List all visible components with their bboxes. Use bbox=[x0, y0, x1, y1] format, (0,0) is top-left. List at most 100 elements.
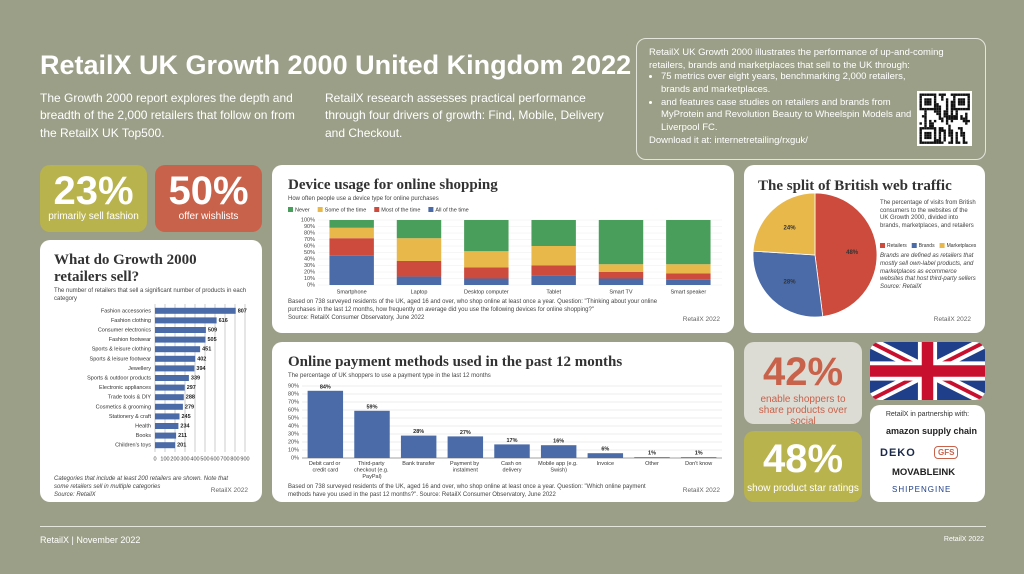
qr-cell bbox=[933, 95, 937, 99]
qr-cell bbox=[945, 110, 949, 113]
qr-cell bbox=[921, 127, 925, 130]
qr-cell bbox=[967, 105, 970, 108]
legend-label: Never bbox=[295, 207, 310, 213]
about-list: 75 metrics over eight years, benchmarkin… bbox=[637, 71, 921, 135]
y-tick-label: 0% bbox=[307, 282, 315, 288]
x-tick-label: Invoice bbox=[597, 461, 614, 467]
value-label: 616 bbox=[219, 318, 228, 324]
value-label: 339 bbox=[191, 375, 200, 381]
y-tick-label: 30% bbox=[304, 263, 315, 269]
qr-cell bbox=[924, 136, 927, 140]
legend-label: Most of the time bbox=[381, 207, 420, 213]
qr-cell bbox=[950, 134, 954, 137]
qr-cell bbox=[919, 129, 922, 132]
qr-cell bbox=[962, 107, 966, 111]
qr-cell bbox=[919, 93, 922, 96]
partner-logo: MOVABLEINK bbox=[892, 467, 956, 478]
stat-card: 23% primarily sell fashion bbox=[40, 165, 147, 232]
qr-cell bbox=[931, 122, 934, 125]
category-label: Jewellery bbox=[128, 366, 151, 372]
bar-segment bbox=[329, 238, 374, 256]
credit: RetailX 2022 bbox=[682, 487, 720, 494]
partners-title: RetailX in partnership with: bbox=[885, 411, 970, 418]
intro: RetailX research assesses practical perf… bbox=[325, 91, 604, 140]
legend-swatch bbox=[880, 243, 885, 248]
value-label: 394 bbox=[196, 366, 206, 372]
qr-cell bbox=[957, 141, 961, 144]
bar-segment bbox=[531, 220, 576, 246]
legend-swatch bbox=[288, 207, 293, 212]
qr-cell bbox=[950, 129, 954, 132]
qr-cell bbox=[936, 103, 939, 106]
chart-note: Based on 738 surveyed residents of the U… bbox=[288, 484, 646, 498]
x-tick-label: 400 bbox=[190, 456, 199, 462]
qr-cell bbox=[960, 103, 963, 106]
uk-flag bbox=[870, 342, 985, 400]
chart-note: Categories that include at least 200 ret… bbox=[54, 476, 244, 499]
qr-cell bbox=[929, 100, 932, 104]
qr-cell bbox=[919, 95, 922, 99]
x-tick-label: 500 bbox=[200, 456, 209, 462]
qr-cell bbox=[924, 98, 927, 101]
qr-cell bbox=[955, 115, 958, 118]
chart-card: Device usage for online shopping How oft… bbox=[272, 165, 734, 333]
qr-cell bbox=[933, 127, 937, 130]
qr-cell bbox=[960, 134, 963, 137]
qr-cell bbox=[929, 103, 932, 106]
qr-cell bbox=[948, 115, 951, 118]
x-tick-label: Cash on delivery bbox=[501, 461, 523, 474]
qr-cell bbox=[938, 110, 942, 113]
qr-cell bbox=[965, 112, 968, 116]
qr-cell bbox=[929, 119, 932, 123]
x-tick-label: Tablet bbox=[546, 289, 561, 295]
value-label: 84% bbox=[320, 384, 331, 390]
qr-cell bbox=[919, 103, 922, 106]
partner-logo: amazon supply chain bbox=[886, 426, 978, 436]
bar-segment bbox=[598, 278, 644, 285]
qr-cell bbox=[938, 115, 942, 118]
qr-cell bbox=[967, 119, 970, 123]
qr-cell bbox=[953, 115, 956, 118]
bar-segment bbox=[666, 273, 711, 280]
qr-cell bbox=[933, 139, 937, 142]
qr-cell bbox=[921, 107, 925, 111]
bar bbox=[155, 413, 180, 420]
qr-cell bbox=[953, 117, 956, 120]
qr-cell bbox=[936, 105, 939, 108]
qr-cell bbox=[929, 134, 932, 137]
bar bbox=[155, 355, 196, 362]
x-tick-label: 900 bbox=[240, 456, 249, 462]
category-label: Sports & leisure footwear bbox=[90, 356, 152, 362]
value-label: 807 bbox=[238, 308, 247, 314]
stat-card: 50% offer wishlists bbox=[155, 165, 262, 232]
qr-cell bbox=[943, 115, 946, 118]
qr-cell bbox=[938, 134, 942, 137]
x-tick-label: Third-party checkout (e.g. PayPal) bbox=[354, 461, 390, 480]
bar bbox=[155, 394, 184, 401]
qr-cell bbox=[948, 141, 951, 144]
bar-segment bbox=[396, 238, 442, 261]
bar bbox=[680, 457, 717, 458]
y-tick-label: 90% bbox=[288, 383, 299, 389]
credit: RetailX 2022 bbox=[933, 316, 971, 323]
chart-card: Online payment methods used in the past … bbox=[272, 342, 734, 502]
qr-cell bbox=[950, 100, 954, 104]
credit: RetailX 2022 bbox=[943, 536, 984, 543]
qr-cell bbox=[962, 141, 966, 144]
bar bbox=[155, 317, 217, 324]
qr-cell bbox=[921, 93, 925, 96]
qr-cell bbox=[965, 117, 968, 120]
qr-cell bbox=[926, 127, 930, 130]
x-tick-label: 0 bbox=[153, 456, 156, 462]
legend-swatch bbox=[374, 207, 380, 212]
qr-cell bbox=[924, 122, 927, 125]
qr-cell bbox=[919, 139, 922, 142]
value-label: 16% bbox=[553, 439, 564, 445]
qr-cell bbox=[941, 95, 944, 99]
bar-segment bbox=[396, 276, 442, 285]
qr-cell bbox=[950, 115, 954, 118]
qr-cell bbox=[924, 107, 927, 111]
bar-segment bbox=[531, 246, 576, 266]
qr-cell bbox=[943, 139, 946, 142]
qr-cell bbox=[933, 100, 937, 104]
